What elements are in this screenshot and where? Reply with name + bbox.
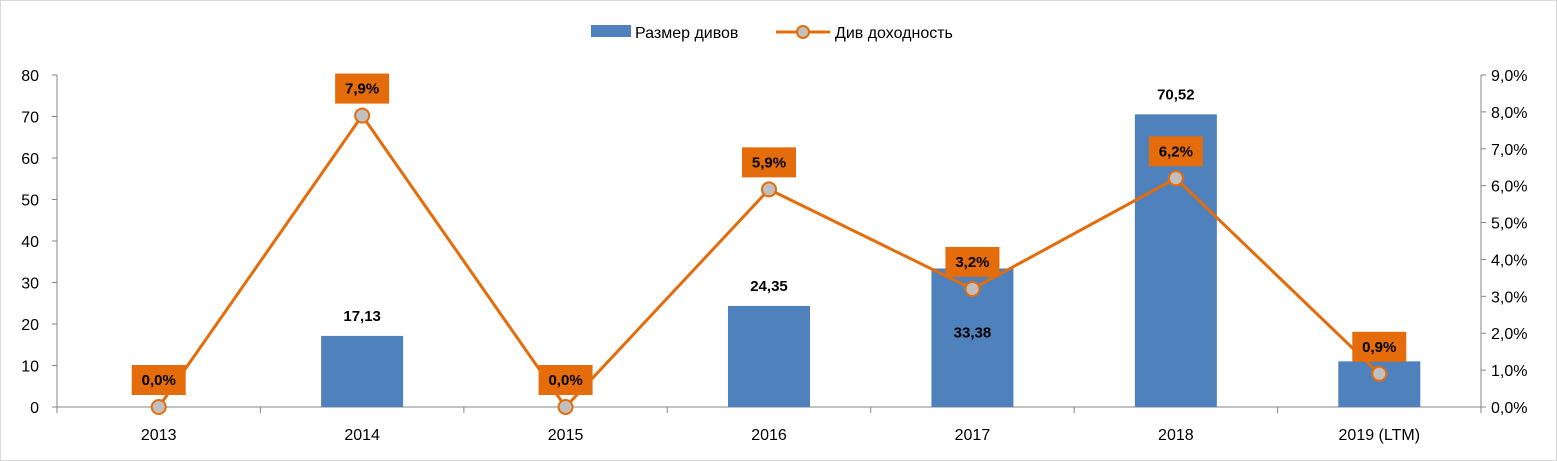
y-right-tick-label: 1,0% [1491, 363, 1527, 380]
x-tick-label: 2016 [751, 427, 787, 444]
line-label-box [131, 365, 186, 395]
y-left-tick-label: 30 [21, 276, 39, 293]
legend-label-bar: Размер дивов [635, 25, 738, 42]
y-right-tick-label: 8,0% [1491, 105, 1527, 122]
y-left-tick-label: 20 [21, 317, 39, 334]
line-data-label: 0,9% [1362, 339, 1396, 356]
y-left-tick-label: 40 [21, 234, 39, 251]
bar-data-labels: 17,13 24,35 33,38 70,52 [343, 86, 1194, 341]
line-data-label: 5,9% [752, 154, 786, 171]
line-label-box [945, 246, 1000, 277]
bar-series [321, 114, 1421, 407]
bar-data-label: 33,38 [954, 324, 992, 341]
y-right-tick-label: 6,0% [1491, 179, 1527, 196]
y-left-tick-label: 70 [21, 110, 39, 127]
x-tick-label: 2015 [548, 427, 584, 444]
line-data-label: 0,0% [548, 372, 582, 389]
line-data-labels: 0,0% 7,9% 0,0% 5,9% 3,2% 6,2% 0,9% [131, 73, 1407, 395]
legend-swatch-bar [591, 25, 631, 37]
bar-data-label: 24,35 [750, 278, 788, 295]
axes: 0 10 20 30 40 50 60 70 80 0,0% 1,0% 2,0% 3,0% 4,0% 5,0… [21, 68, 1527, 444]
x-tick-label: 2017 [955, 427, 991, 444]
legend: Размер дивов Див доходность [591, 25, 953, 42]
bar [321, 335, 404, 407]
line-label-box [742, 147, 796, 178]
y-right-tick-label: 7,0% [1491, 142, 1527, 159]
bar [728, 305, 810, 407]
y-right-tick-label: 4,0% [1491, 252, 1527, 269]
y-right-tick-label: 9,0% [1491, 68, 1527, 85]
y-right-tick-label: 2,0% [1491, 326, 1527, 343]
line-marker [1371, 365, 1388, 382]
line-data-label: 7,9% [345, 81, 379, 98]
y-left-tick-label: 10 [21, 359, 39, 376]
line-marker [150, 399, 167, 415]
line-marker [761, 181, 777, 198]
line-label-box [335, 73, 390, 104]
legend-marker-line [796, 25, 810, 39]
y-right-tick-label: 0,0% [1491, 400, 1527, 417]
line-data-label: 0,0% [142, 372, 176, 389]
line-marker [557, 399, 574, 415]
line-marker [1167, 170, 1184, 187]
y-right-tick-label: 3,0% [1491, 289, 1527, 306]
line-label-box [1148, 136, 1203, 167]
bar-data-label: 17,13 [343, 308, 381, 325]
y-right-tick-label: 5,0% [1491, 216, 1527, 233]
y-left-tick-label: 80 [21, 68, 39, 85]
line-label-box [538, 365, 593, 395]
x-tick-label: 2013 [141, 427, 177, 444]
line-marker [354, 107, 371, 124]
line-label-box [1352, 331, 1407, 362]
y-left-tick-label: 60 [21, 151, 39, 168]
y-left-tick-label: 50 [21, 193, 39, 210]
y-left-tick-label: 0 [30, 400, 39, 417]
line-series [150, 107, 1388, 415]
x-tick-label: 2014 [344, 427, 380, 444]
legend-label-line: Див доходность [835, 25, 953, 42]
line-data-label: 3,2% [955, 254, 989, 271]
line-data-label: 6,2% [1159, 143, 1193, 160]
x-tick-label: 2019 (LTM) [1339, 427, 1421, 444]
x-tick-label: 2018 [1158, 427, 1194, 444]
bar-data-label: 70,52 [1157, 86, 1195, 103]
line-marker [964, 280, 981, 297]
